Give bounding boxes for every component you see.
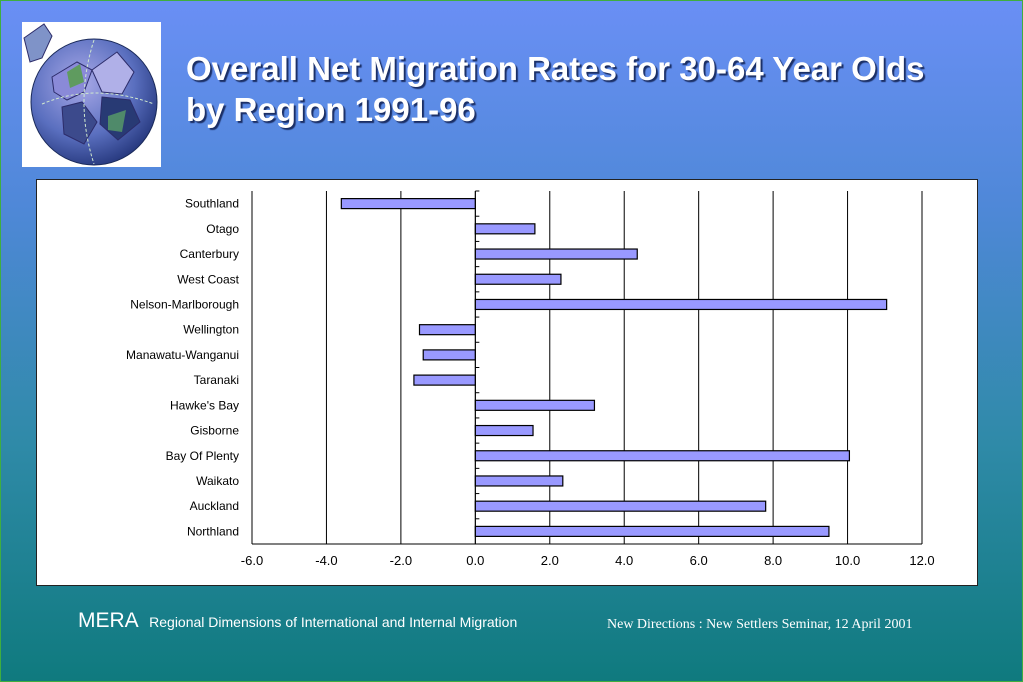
category-label: Canterbury bbox=[180, 247, 239, 261]
bar bbox=[474, 399, 596, 411]
category-label: Southland bbox=[185, 197, 239, 211]
x-tick-label: -6.0 bbox=[241, 553, 263, 568]
category-label: Waikato bbox=[196, 474, 239, 488]
category-label: Northland bbox=[187, 524, 239, 538]
category-label: Taranaki bbox=[194, 373, 239, 387]
x-tick-label: 10.0 bbox=[835, 553, 860, 568]
category-label: Otago bbox=[206, 222, 239, 236]
x-tick-label: 4.0 bbox=[615, 553, 633, 568]
x-tick-label: -4.0 bbox=[315, 553, 337, 568]
category-label: Hawke's Bay bbox=[170, 398, 239, 412]
category-label: Auckland bbox=[190, 499, 239, 513]
x-tick-label: 8.0 bbox=[764, 553, 782, 568]
category-label: Manawatu-Wanganui bbox=[126, 348, 239, 362]
globe-logo bbox=[22, 22, 161, 167]
bar bbox=[474, 424, 534, 437]
category-label: Wellington bbox=[183, 323, 239, 337]
footer-subtitle: Regional Dimensions of International and… bbox=[149, 614, 518, 630]
x-tick-label: 2.0 bbox=[541, 553, 559, 568]
bar bbox=[474, 223, 536, 235]
slide-title: Overall Net Migration Rates for 30-64 Ye… bbox=[186, 50, 925, 128]
bar bbox=[422, 349, 476, 361]
category-label: Nelson-Marlborough bbox=[130, 297, 239, 311]
x-tick-label: 12.0 bbox=[909, 553, 934, 568]
bar bbox=[474, 500, 767, 512]
bar bbox=[474, 475, 564, 487]
bar bbox=[474, 273, 562, 285]
category-label: Gisborne bbox=[190, 424, 239, 438]
bar bbox=[474, 248, 638, 260]
bar bbox=[474, 450, 851, 462]
category-label: West Coast bbox=[177, 272, 239, 286]
bar bbox=[340, 198, 476, 210]
footer-branding: MERA Regional Dimensions of Internationa… bbox=[78, 609, 517, 633]
footer-brand: MERA bbox=[78, 609, 139, 632]
bar bbox=[474, 525, 830, 537]
bar-chart: -6.0 -4.0 -2.0 0.0 2.0 4.0 6.0 8.0 10.0 12.0 South… bbox=[36, 179, 978, 586]
bar bbox=[418, 324, 476, 336]
x-tick-label: -2.0 bbox=[390, 553, 412, 568]
x-tick-label: 0.0 bbox=[466, 553, 484, 568]
x-tick-label: 6.0 bbox=[690, 553, 708, 568]
chart-svg: -6.0 -4.0 -2.0 0.0 2.0 4.0 6.0 8.0 10.0 12.0 South… bbox=[126, 190, 935, 568]
footer-event: New Directions : New Settlers Seminar, 1… bbox=[607, 617, 913, 632]
bar bbox=[413, 374, 476, 386]
bar bbox=[474, 298, 888, 311]
category-label: Bay Of Plenty bbox=[166, 449, 239, 463]
